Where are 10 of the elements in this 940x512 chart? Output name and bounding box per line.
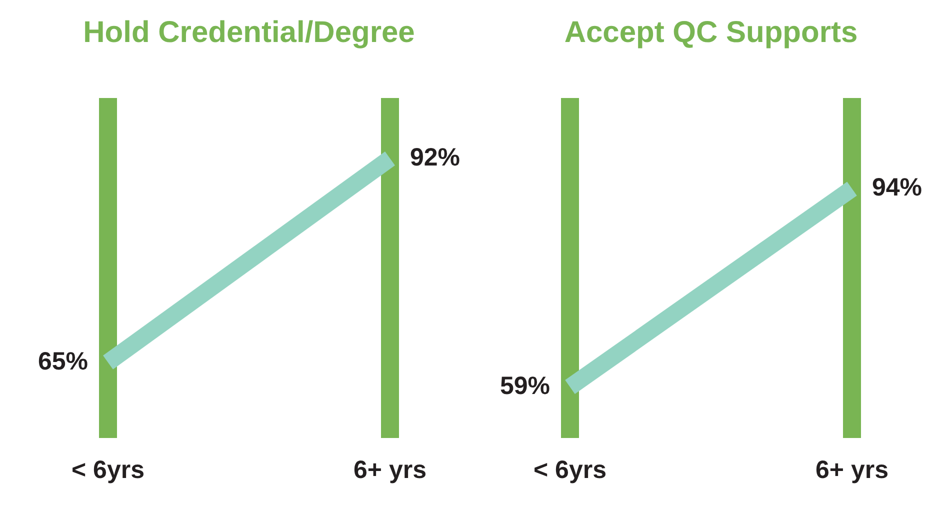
data-label: 59% xyxy=(500,372,550,400)
data-label: 92% xyxy=(410,143,460,172)
chart-title: Accept QC Supports xyxy=(563,15,858,51)
chart-title: Hold Credential/Degree xyxy=(82,15,415,51)
x-tick-label: 6+ yrs xyxy=(354,456,426,484)
data-label: 94% xyxy=(872,174,922,202)
x-tick-label: < 6yrs xyxy=(72,456,144,484)
x-tick-label: 6+ yrs xyxy=(816,456,888,484)
data-label: 65% xyxy=(38,347,88,376)
x-tick-label: < 6yrs xyxy=(534,456,606,484)
